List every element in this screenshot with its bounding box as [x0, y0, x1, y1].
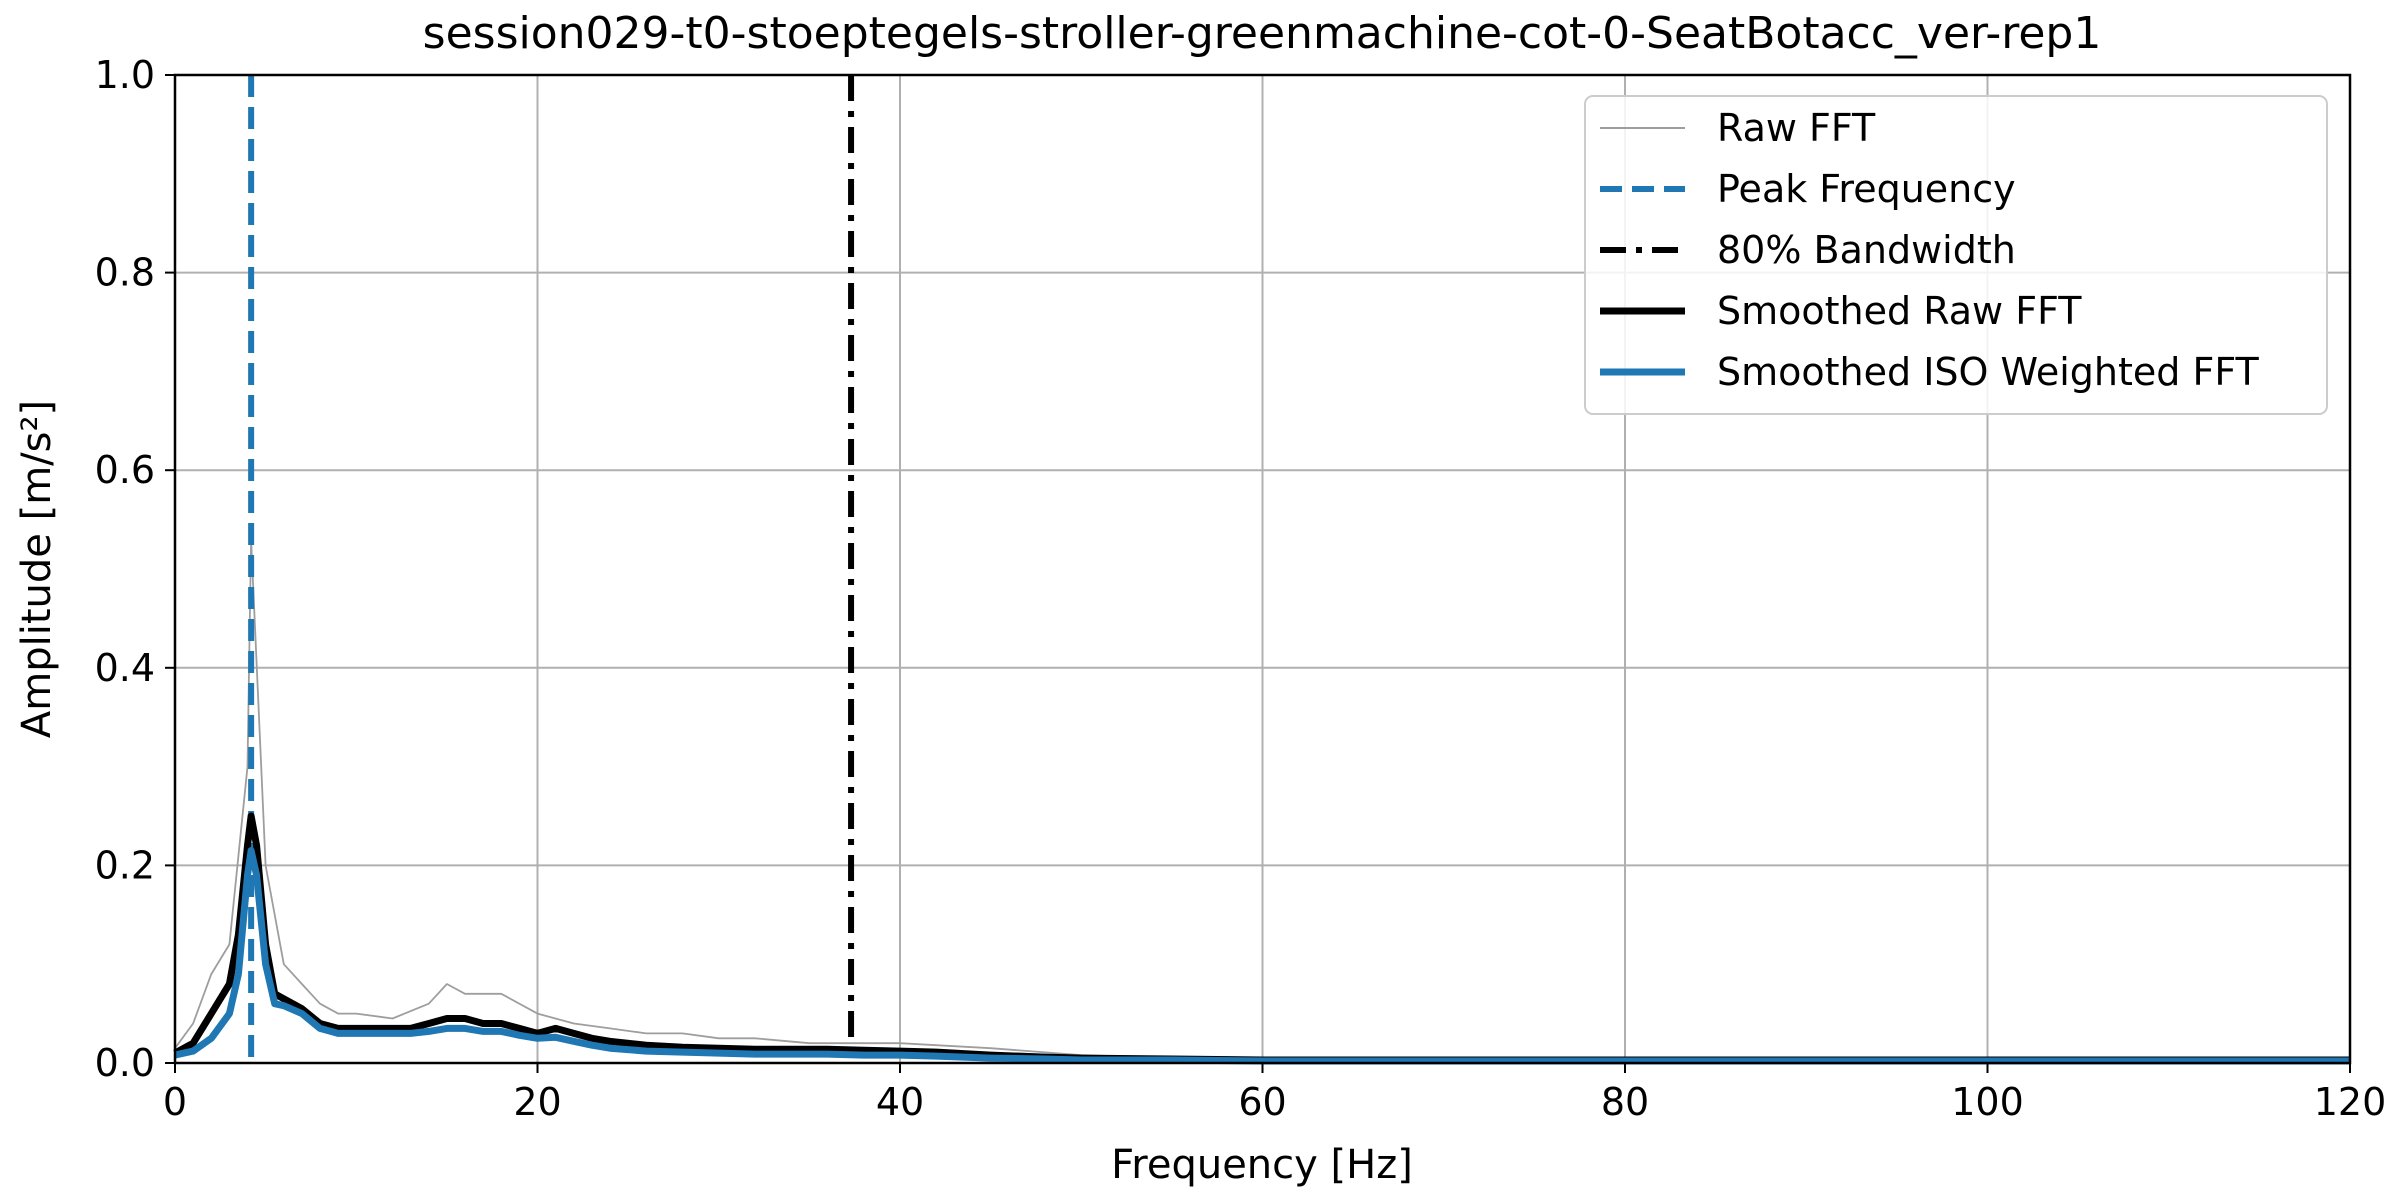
legend: Raw FFT Peak Frequency 80% Bandwidth Smooth…	[1584, 95, 2328, 415]
y-tick-label: 0.4	[95, 646, 155, 690]
x-tick-label: 80	[1601, 1080, 1649, 1124]
y-axis-label: Amplitude [m/s²]	[14, 400, 60, 738]
x-tick-label: 40	[876, 1080, 924, 1124]
y-tick-label: 0.2	[95, 843, 155, 887]
x-axis-label: Frequency [Hz]	[1111, 1142, 1413, 1188]
vertical-markers-layer	[248, 75, 855, 1063]
legend-smoothed-raw-fft-label: Smoothed Raw FFT	[1717, 289, 2082, 333]
y-tick-label: 1.0	[95, 53, 155, 97]
legend-80-bandwidth-label: 80% Bandwidth	[1717, 228, 2016, 272]
x-tick-label: 60	[1238, 1080, 1286, 1124]
legend-box	[1584, 95, 2328, 415]
y-tick-label: 0.0	[95, 1041, 155, 1085]
smoothed-series-layer	[173, 812, 2350, 1065]
x-tick-label: 0	[163, 1080, 187, 1124]
x-tick-label: 20	[513, 1080, 561, 1124]
y-tick-label: 0.6	[95, 448, 155, 492]
ticks-layer: 0 20 40 60 80 100 120 0.0 0.2 0.4 0.6 0.8 1.0	[95, 53, 2387, 1124]
chart-title: session029-t0-stoeptegels-stroller-green…	[423, 8, 2102, 59]
y-tick-label: 0.8	[95, 251, 155, 295]
x-tick-label: 120	[2314, 1080, 2387, 1124]
smoothed-iso-fft-line	[174, 847, 2350, 1065]
legend-smoothed-iso-fft-label: Smoothed ISO Weighted FFT	[1717, 350, 2260, 394]
legend-raw-fft-label: Raw FFT	[1717, 106, 1876, 150]
legend-peak-frequency-label: Peak Frequency	[1717, 167, 2016, 211]
x-tick-label: 100	[1951, 1080, 2024, 1124]
